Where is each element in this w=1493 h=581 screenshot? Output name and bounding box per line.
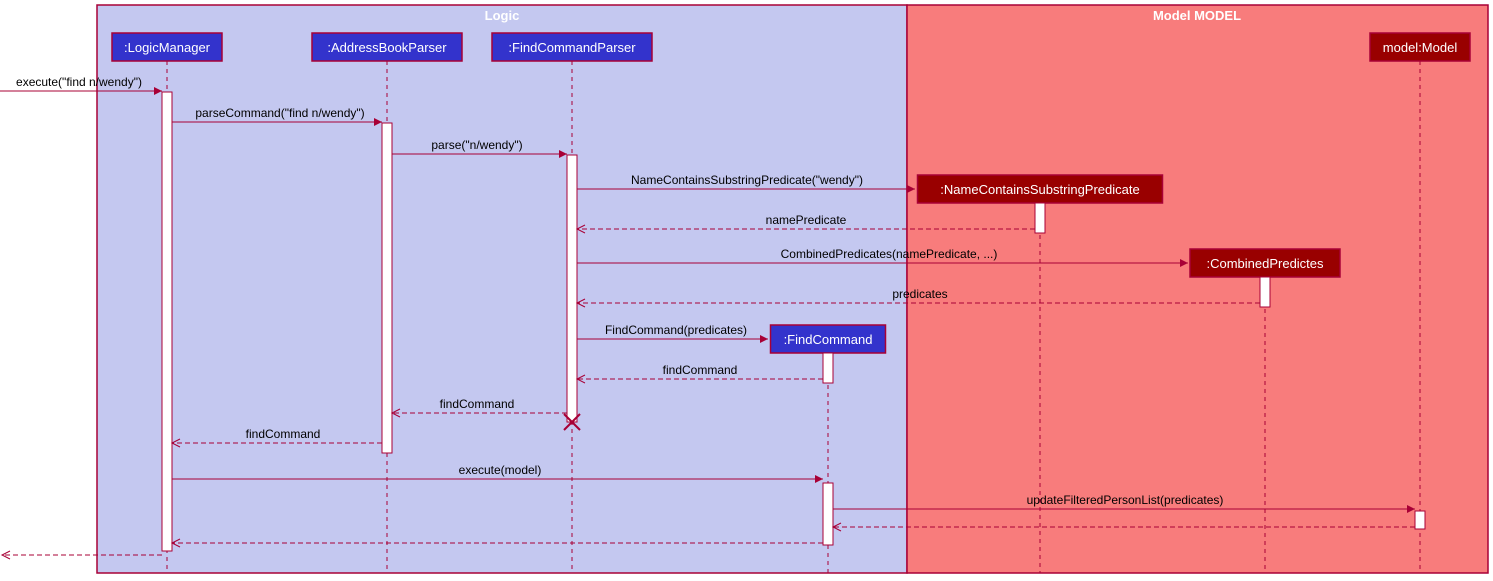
participant-label-combpred: :CombinedPredictes xyxy=(1206,256,1324,271)
box-title-logic: Logic xyxy=(485,8,520,23)
box-model xyxy=(907,5,1488,573)
activation-0 xyxy=(162,92,172,551)
message-label-0: execute("find n/wendy") xyxy=(16,75,142,89)
message-label-9: findCommand xyxy=(440,397,515,411)
message-label-11: execute(model) xyxy=(459,463,542,477)
activation-7 xyxy=(1415,511,1425,529)
participant-label-modelp: model:Model xyxy=(1383,40,1458,55)
activation-3 xyxy=(1035,203,1045,233)
message-label-5: CombinedPredicates(namePredicate, ...) xyxy=(781,247,998,261)
participant-label-logicmgr: :LogicManager xyxy=(124,40,211,55)
activation-1 xyxy=(382,123,392,453)
message-label-3: NameContainsSubstringPredicate("wendy") xyxy=(631,173,863,187)
activation-6 xyxy=(823,483,833,545)
activation-5 xyxy=(823,353,833,383)
participant-label-namepred: :NameContainsSubstringPredicate xyxy=(940,182,1139,197)
box-logic xyxy=(97,5,907,573)
message-label-2: parse("n/wendy") xyxy=(431,138,522,152)
participant-label-findcmd: :FindCommand xyxy=(784,332,873,347)
participant-label-parser: :AddressBookParser xyxy=(327,40,447,55)
activation-2 xyxy=(567,155,577,422)
activation-4 xyxy=(1260,277,1270,307)
message-label-7: FindCommand(predicates) xyxy=(605,323,747,337)
message-label-12: updateFilteredPersonList(predicates) xyxy=(1027,493,1224,507)
participant-label-findparser: :FindCommandParser xyxy=(508,40,636,55)
message-label-4: namePredicate xyxy=(766,213,847,227)
message-label-6: predicates xyxy=(892,287,947,301)
message-label-1: parseCommand("find n/wendy") xyxy=(195,106,364,120)
message-label-10: findCommand xyxy=(246,427,321,441)
box-title-model: Model MODEL xyxy=(1153,8,1241,23)
message-label-8: findCommand xyxy=(663,363,738,377)
sequence-diagram: Logic Model MODEL :LogicManager :AddressBoo… xyxy=(0,0,1493,581)
